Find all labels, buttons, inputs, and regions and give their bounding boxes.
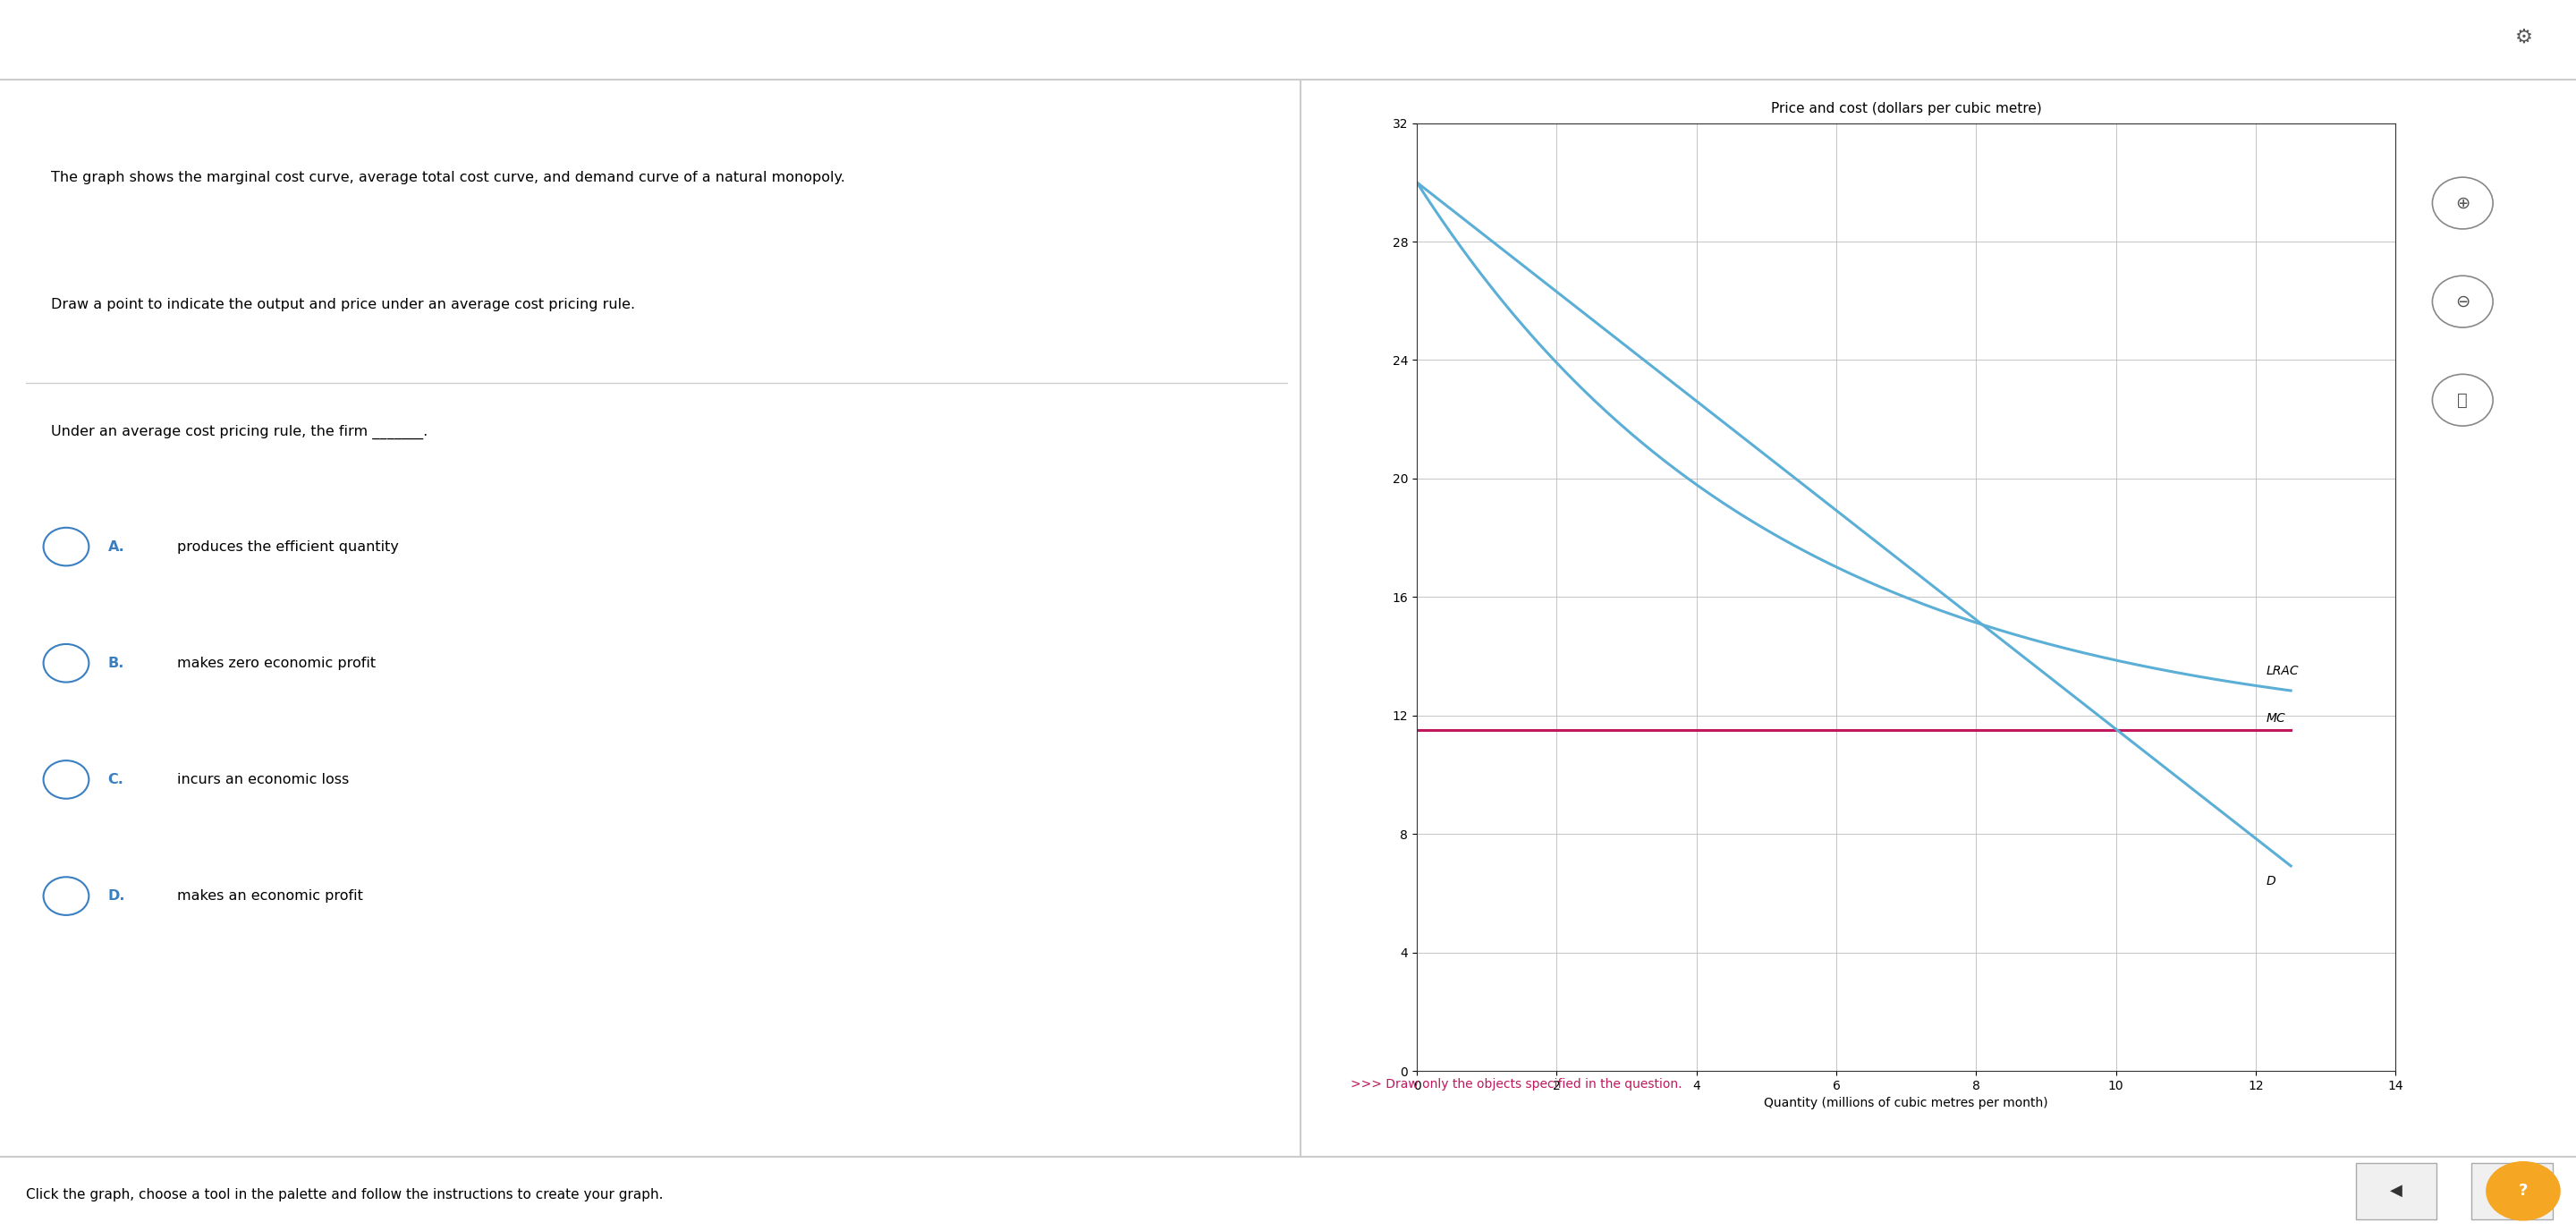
Text: Click the graph, choose a tool in the palette and follow the instructions to cre: Click the graph, choose a tool in the pa… [26,1188,662,1201]
Text: ◀: ◀ [2391,1183,2403,1199]
Text: produces the efficient quantity: produces the efficient quantity [178,540,399,554]
Text: MC: MC [2267,712,2285,724]
Text: The graph shows the marginal cost curve, average total cost curve, and demand cu: The graph shows the marginal cost curve,… [52,171,845,185]
Text: makes zero economic profit: makes zero economic profit [178,656,376,670]
Text: ⊖: ⊖ [2455,293,2470,310]
Text: ⤢: ⤢ [2458,391,2468,409]
Text: ⊕: ⊕ [2455,194,2470,212]
Title: Price and cost (dollars per cubic metre): Price and cost (dollars per cubic metre) [1770,102,2043,116]
Text: B.: B. [108,656,124,670]
FancyBboxPatch shape [2473,1163,2553,1219]
Circle shape [2486,1161,2561,1221]
Text: ▶: ▶ [2506,1183,2519,1199]
Text: ?: ? [2519,1183,2527,1199]
Text: Draw a point to indicate the output and price under an average cost pricing rule: Draw a point to indicate the output and … [52,298,636,311]
Text: ⚙: ⚙ [2517,28,2532,46]
FancyBboxPatch shape [2357,1163,2437,1219]
Text: A.: A. [108,540,124,554]
Text: LRAC: LRAC [2267,665,2300,677]
Text: C.: C. [108,773,124,787]
Text: incurs an economic loss: incurs an economic loss [178,773,350,787]
Text: D.: D. [108,889,126,902]
Text: >>> Draw only the objects specified in the question.: >>> Draw only the objects specified in t… [1350,1078,1682,1091]
Text: D: D [2267,875,2275,888]
Text: makes an economic profit: makes an economic profit [178,889,363,902]
Text: Under an average cost pricing rule, the firm _______.: Under an average cost pricing rule, the … [52,425,428,439]
X-axis label: Quantity (millions of cubic metres per month): Quantity (millions of cubic metres per m… [1765,1097,2048,1109]
